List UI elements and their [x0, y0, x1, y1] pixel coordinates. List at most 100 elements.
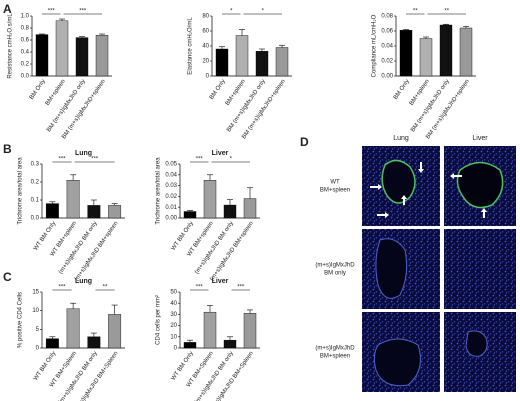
x-tick-label: BM (m+s)IgMxJhD+spleen [241, 79, 287, 141]
bar [275, 47, 289, 77]
x-tick-label: (m+s)IgMxJhD BM+spleen [74, 221, 120, 283]
y-tick-label: 0.6 [21, 38, 30, 44]
significance-label: *** [237, 285, 245, 291]
panel-letter: B [3, 142, 12, 156]
error-bar [70, 302, 77, 309]
y-tick-label: 0.3 [31, 162, 40, 168]
x-tick-label: (m+s)IgMxJhD BM only [58, 351, 99, 401]
x-tick-label: BM (m+s)IgMxJhD only [410, 79, 451, 134]
bar [419, 38, 433, 77]
y-tick-label: 20 [170, 323, 177, 329]
bar [399, 30, 413, 77]
bar [108, 314, 122, 349]
x-tick-label: (m+s)IgMxJhD BM+spleen [209, 221, 255, 283]
panel-letter: D [300, 135, 309, 149]
bar [66, 308, 80, 349]
error-bar [59, 18, 65, 21]
error-bar [187, 210, 193, 212]
error-bar [187, 339, 193, 343]
error-bar [90, 199, 97, 206]
x-tick-label: BM (m+s)IgMxJhD only [46, 79, 87, 134]
x-tick-label: (m+s)IgMxJhD BM only [194, 351, 235, 401]
error-bar [99, 33, 105, 36]
error-bar [247, 309, 253, 314]
bar-chart: Compliance mL/cmH₂O 0.00 0.02 0.04 0.06 0.08 B… [372, 9, 476, 141]
error-bar [49, 336, 56, 339]
error-bar [227, 199, 233, 206]
bar [87, 205, 101, 219]
chart-title: Liver [212, 278, 229, 285]
vessel [456, 161, 504, 209]
bar [203, 179, 217, 219]
error-bar [247, 187, 253, 199]
x-tick-label: BM (m+s)IgMxJhD+spleen [425, 79, 471, 141]
error-bar [219, 46, 225, 49]
error-bar [79, 36, 85, 38]
vessel [375, 238, 408, 299]
bar-chart: Liver Trichrome area/total area 0.00 0.01 0.… [156, 150, 260, 282]
panel-letter: A [3, 2, 12, 16]
y-tick-label: 80 [202, 14, 209, 20]
bar [183, 211, 197, 219]
y-tick-label: 0.02 [381, 59, 393, 65]
y-tick-label: 0.06 [381, 29, 393, 35]
y-tick-label: 30 [170, 312, 177, 318]
vessel [373, 338, 421, 387]
y-tick-label: 0.8 [21, 26, 30, 32]
error-bar [207, 305, 213, 313]
error-bar [111, 203, 118, 206]
y-tick-label: 40 [202, 44, 209, 50]
x-tick-label: BM (m+s)IgMxJhD only [226, 79, 267, 134]
bar [223, 204, 237, 219]
chart-title: Liver [212, 150, 229, 157]
bar [75, 37, 89, 77]
error-bar [279, 44, 285, 48]
y-tick-label: 0.0 [21, 74, 30, 80]
y-tick-label: 0.00 [381, 74, 393, 80]
y-axis-label: % positive CD4 Cells [18, 292, 24, 348]
error-bar [443, 23, 449, 25]
micrographs [362, 146, 516, 392]
significance-label: *** [196, 285, 204, 291]
error-bar [49, 201, 56, 204]
bar [235, 35, 249, 77]
bar [45, 338, 59, 349]
significance-label: *** [58, 285, 66, 291]
chart-title: Lung [75, 150, 92, 157]
bar [223, 339, 237, 349]
bar [243, 198, 257, 219]
x-tick-label: BM Only [393, 79, 411, 101]
row-label: BM+spleen [320, 188, 350, 194]
significance-label: *** [196, 157, 204, 163]
y-tick-label: 0.08 [381, 14, 393, 20]
y-axis-label: Trichrome area/total area [156, 157, 162, 225]
vessel [381, 159, 416, 204]
y-tick-label: 0.03 [165, 183, 177, 189]
x-tick-label: (m+s)IgMxJhD BM only [58, 221, 99, 276]
bar [108, 205, 122, 219]
y-tick-label: 10 [170, 334, 177, 340]
y-tick-label: 0.1 [31, 198, 40, 204]
y-axis-label: Elastance cmH₂O/mL [188, 17, 194, 75]
column-label: Lung [393, 135, 409, 142]
y-tick-label: 0.05 [165, 162, 177, 168]
significance-label: ** [413, 9, 418, 15]
significance-label: ** [103, 285, 108, 291]
significance-label: * [262, 9, 265, 15]
y-axis-label: CD4 cells per mm² [156, 295, 162, 345]
y-tick-label: 50 [170, 290, 177, 296]
significance-label: *** [58, 157, 66, 163]
bar [66, 179, 80, 219]
bar [55, 20, 69, 77]
arrows [370, 162, 487, 218]
bar-chart: Elastance cmH₂O/mL 0 20 40 60 80 BM OnlyBM+spl… [188, 9, 292, 141]
x-tick-label: (m+s)IgMxJhD BM only [194, 221, 235, 276]
error-bar [39, 33, 45, 35]
y-tick-label: 0.04 [165, 172, 177, 178]
y-tick-label: 0.0 [31, 216, 40, 222]
bar-chart: Resistance cmH₂O.s/mL 0.0 0.2 0.4 0.6 0.8 1.0 B… [8, 9, 112, 140]
y-tick-label: 0.00 [165, 216, 177, 222]
y-tick-label: 5 [36, 327, 40, 333]
x-tick-label: BM+spleen [409, 79, 431, 107]
